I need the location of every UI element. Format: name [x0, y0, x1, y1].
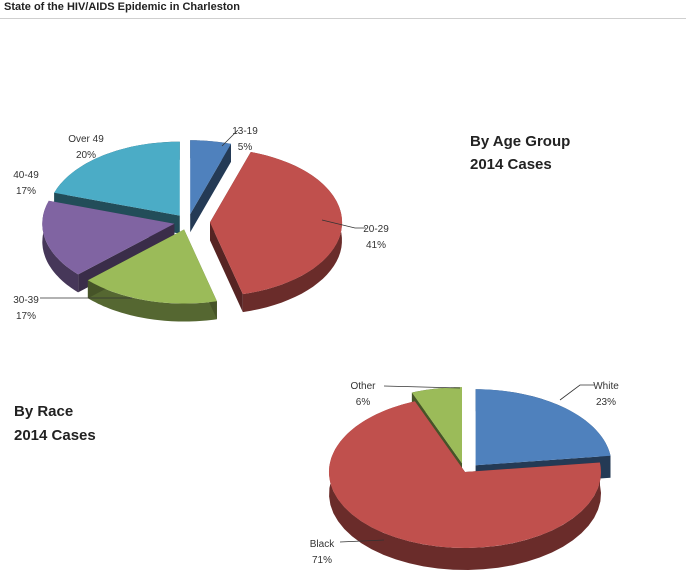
age-group-pie-chart: By Age Group 2014 Cases 13-19 5% 20-29 41% 3… — [13, 126, 570, 322]
age-pie-top-over-49 — [54, 141, 180, 216]
age-pie-side-30-39 — [87, 280, 217, 322]
race-pie-slice-black — [328, 401, 601, 570]
age-pie-slices — [42, 140, 343, 322]
age-labels-category-over-49: Over 49 — [68, 134, 104, 145]
age-pie-top-20-29 — [209, 152, 343, 295]
race-labels-leader-black — [339, 539, 385, 543]
age-chart-title: By Age Group — [470, 133, 570, 150]
age-labels-leader-13-19 — [221, 129, 239, 147]
age-labels-category-30-39: 30-39 — [13, 295, 39, 306]
race-pie-top-other — [411, 387, 463, 464]
age-labels-category-40-49: 40-49 — [13, 170, 39, 181]
age-pie-slice-13-19 — [190, 140, 231, 233]
age-labels-value-13-19: 5% — [238, 142, 253, 153]
race-pie-chart: By Race 2014 Cases White 23% Black 71% Other… — [14, 381, 619, 570]
document-header: State of the HIV/AIDS Epidemic in Charle… — [0, 0, 686, 19]
race-labels-category-white: White — [593, 381, 619, 392]
age-pie-top-30-39 — [87, 229, 217, 304]
age-pie-slice-20-29 — [209, 152, 343, 313]
race-labels-category-other: Other — [350, 381, 376, 392]
race-labels-category-black: Black — [310, 539, 335, 550]
age-pie-wall-1-13-19 — [190, 143, 231, 233]
age-labels-category-20-29: 20-29 — [363, 224, 389, 235]
age-labels-category-13-19: 13-19 — [232, 126, 258, 137]
page-title: State of the HIV/AIDS Epidemic in Charle… — [4, 1, 240, 13]
age-pie-side-40-49 — [42, 200, 79, 293]
age-labels-value-20-29: 41% — [366, 240, 386, 251]
age-labels-value-30-39: 17% — [16, 311, 36, 322]
age-pie-slice-40-49 — [42, 200, 175, 293]
age-pie-top-40-49 — [42, 200, 175, 275]
age-pie-slice-30-39 — [87, 229, 217, 322]
race-labels-leader-white — [559, 384, 594, 401]
age-chart-subtitle: 2014 Cases — [470, 156, 552, 173]
race-labels-value-black: 71% — [312, 555, 332, 566]
age-pie-top-13-19 — [190, 140, 231, 215]
age-pie-wall-1-20-29 — [209, 222, 243, 313]
race-labels-leader-other — [383, 385, 461, 389]
race-chart-subtitle: 2014 Cases — [14, 427, 96, 444]
race-pie-top-white — [475, 389, 611, 466]
race-pie-slices — [328, 387, 611, 570]
race-chart-title: By Race — [14, 403, 73, 420]
age-pie-labels: 13-19 5% 20-29 41% 30-39 17% 40-49 17% Over 49 20… — [13, 126, 389, 322]
race-labels-value-other: 6% — [356, 397, 371, 408]
race-labels-value-white: 23% — [596, 397, 616, 408]
age-labels-value-over-49: 20% — [76, 150, 96, 161]
race-pie-top-black — [328, 401, 601, 548]
age-labels-leader-20-29 — [321, 219, 366, 229]
age-labels-value-40-49: 17% — [16, 186, 36, 197]
race-pie-labels: White 23% Black 71% Other 6% — [310, 381, 619, 566]
